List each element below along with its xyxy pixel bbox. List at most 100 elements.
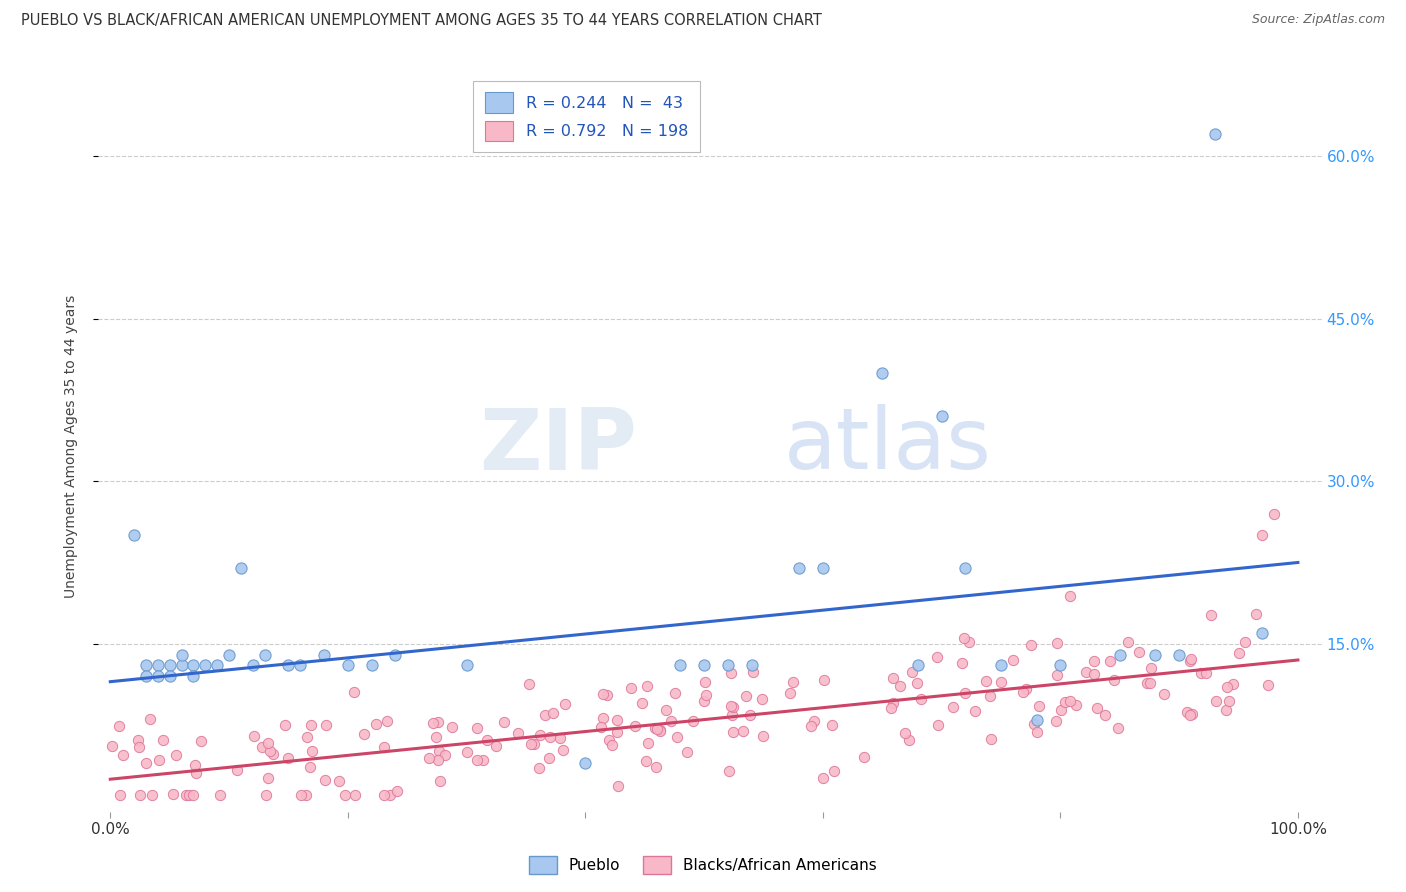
Point bbox=[931, 409, 953, 424]
Point bbox=[623, 719, 645, 733]
Point bbox=[333, 789, 356, 803]
Point bbox=[427, 753, 450, 767]
Point bbox=[257, 771, 280, 785]
Point bbox=[456, 658, 478, 673]
Point bbox=[1050, 703, 1073, 717]
Point bbox=[693, 693, 716, 707]
Point bbox=[1012, 685, 1035, 699]
Point bbox=[128, 739, 150, 754]
Point bbox=[1015, 682, 1038, 697]
Point bbox=[336, 658, 359, 673]
Point bbox=[353, 727, 375, 741]
Point bbox=[107, 719, 129, 733]
Point bbox=[429, 773, 451, 788]
Point bbox=[165, 747, 187, 762]
Point bbox=[1199, 607, 1222, 622]
Point bbox=[146, 658, 169, 673]
Point bbox=[226, 764, 249, 778]
Point bbox=[135, 756, 157, 770]
Point bbox=[1227, 646, 1250, 660]
Point bbox=[274, 717, 297, 731]
Point bbox=[373, 740, 395, 755]
Point bbox=[295, 731, 318, 745]
Point bbox=[465, 721, 488, 735]
Point bbox=[384, 648, 406, 662]
Point bbox=[1140, 661, 1163, 675]
Text: ZIP: ZIP bbox=[479, 404, 637, 488]
Point bbox=[152, 733, 174, 747]
Point bbox=[422, 715, 444, 730]
Point bbox=[592, 687, 614, 701]
Point bbox=[1215, 703, 1237, 717]
Point bbox=[574, 756, 596, 770]
Point bbox=[373, 789, 395, 803]
Point bbox=[598, 732, 620, 747]
Point bbox=[950, 656, 973, 670]
Point bbox=[925, 650, 948, 665]
Point bbox=[301, 744, 323, 758]
Point bbox=[990, 675, 1012, 690]
Point bbox=[427, 744, 450, 758]
Point bbox=[927, 718, 949, 732]
Point bbox=[360, 658, 382, 673]
Point bbox=[980, 731, 1002, 746]
Point bbox=[659, 714, 682, 728]
Point bbox=[277, 751, 299, 765]
Point bbox=[811, 771, 834, 785]
Point bbox=[974, 674, 997, 689]
Point bbox=[1144, 648, 1167, 662]
Point bbox=[720, 698, 742, 713]
Point bbox=[208, 789, 231, 803]
Point bbox=[205, 658, 228, 673]
Point bbox=[631, 697, 654, 711]
Point bbox=[128, 789, 150, 803]
Point bbox=[252, 739, 274, 754]
Point bbox=[882, 671, 904, 685]
Point bbox=[344, 789, 367, 803]
Text: PUEBLO VS BLACK/AFRICAN AMERICAN UNEMPLOYMENT AMONG AGES 35 TO 44 YEARS CORRELAT: PUEBLO VS BLACK/AFRICAN AMERICAN UNEMPLO… bbox=[21, 13, 823, 29]
Point bbox=[905, 676, 928, 690]
Point bbox=[139, 712, 162, 726]
Point bbox=[955, 561, 977, 575]
Point bbox=[315, 717, 337, 731]
Point bbox=[141, 789, 163, 803]
Point bbox=[425, 731, 447, 745]
Point bbox=[1180, 652, 1202, 666]
Point bbox=[721, 707, 744, 722]
Point bbox=[894, 726, 917, 740]
Point bbox=[538, 750, 561, 764]
Point bbox=[634, 754, 657, 768]
Point bbox=[1085, 700, 1108, 714]
Point bbox=[170, 658, 193, 673]
Point bbox=[589, 720, 612, 734]
Point bbox=[254, 789, 277, 803]
Point bbox=[148, 753, 170, 767]
Point bbox=[1045, 636, 1067, 650]
Point bbox=[979, 689, 1001, 703]
Point bbox=[523, 737, 546, 751]
Point bbox=[1024, 717, 1046, 731]
Point bbox=[695, 688, 717, 702]
Point bbox=[1049, 658, 1071, 673]
Point bbox=[554, 697, 576, 711]
Point bbox=[942, 700, 965, 714]
Point bbox=[682, 714, 704, 729]
Point bbox=[1216, 680, 1239, 694]
Point bbox=[184, 757, 207, 772]
Point bbox=[387, 784, 409, 798]
Point bbox=[693, 658, 716, 673]
Point bbox=[146, 669, 169, 683]
Point bbox=[290, 658, 312, 673]
Point bbox=[606, 713, 628, 727]
Point bbox=[299, 760, 322, 774]
Point bbox=[122, 528, 145, 542]
Point bbox=[751, 691, 773, 706]
Point bbox=[242, 729, 264, 743]
Point bbox=[314, 773, 336, 788]
Point bbox=[508, 726, 530, 740]
Point bbox=[184, 766, 207, 780]
Point bbox=[492, 714, 515, 729]
Point bbox=[519, 677, 541, 691]
Point bbox=[1028, 698, 1050, 713]
Point bbox=[742, 665, 765, 680]
